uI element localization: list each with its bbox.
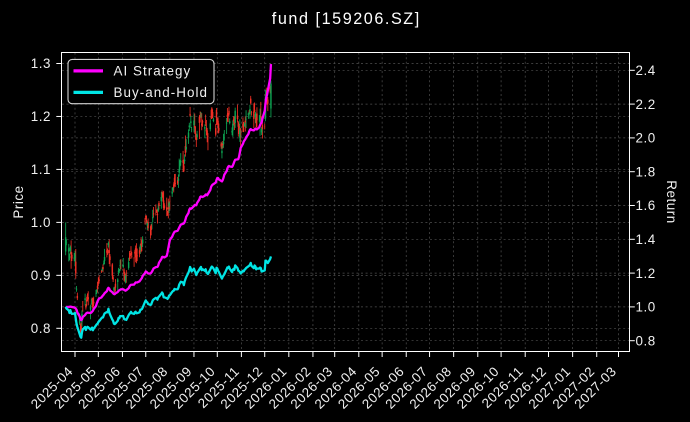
svg-text:2.0: 2.0	[636, 131, 656, 146]
svg-text:fund [159206.SZ]: fund [159206.SZ]	[272, 10, 421, 28]
svg-text:1.6: 1.6	[636, 198, 656, 213]
svg-text:1.4: 1.4	[636, 232, 656, 247]
svg-text:0.8: 0.8	[636, 333, 656, 348]
svg-text:Price: Price	[11, 185, 26, 218]
svg-text:1.3: 1.3	[31, 56, 51, 71]
svg-text:1.0: 1.0	[31, 215, 51, 230]
svg-text:AI Strategy: AI Strategy	[114, 64, 192, 79]
svg-text:0.9: 0.9	[31, 268, 51, 283]
svg-text:Buy-and-Hold: Buy-and-Hold	[114, 85, 208, 100]
svg-text:1.8: 1.8	[636, 164, 656, 179]
svg-text:2.4: 2.4	[636, 63, 656, 78]
svg-text:1.0: 1.0	[636, 300, 656, 315]
svg-text:1.1: 1.1	[31, 162, 51, 177]
svg-text:Return: Return	[664, 180, 679, 224]
svg-text:1.2: 1.2	[636, 266, 656, 281]
svg-text:1.2: 1.2	[31, 109, 51, 124]
svg-text:0.8: 0.8	[31, 321, 51, 336]
svg-text:2.2: 2.2	[636, 97, 656, 112]
